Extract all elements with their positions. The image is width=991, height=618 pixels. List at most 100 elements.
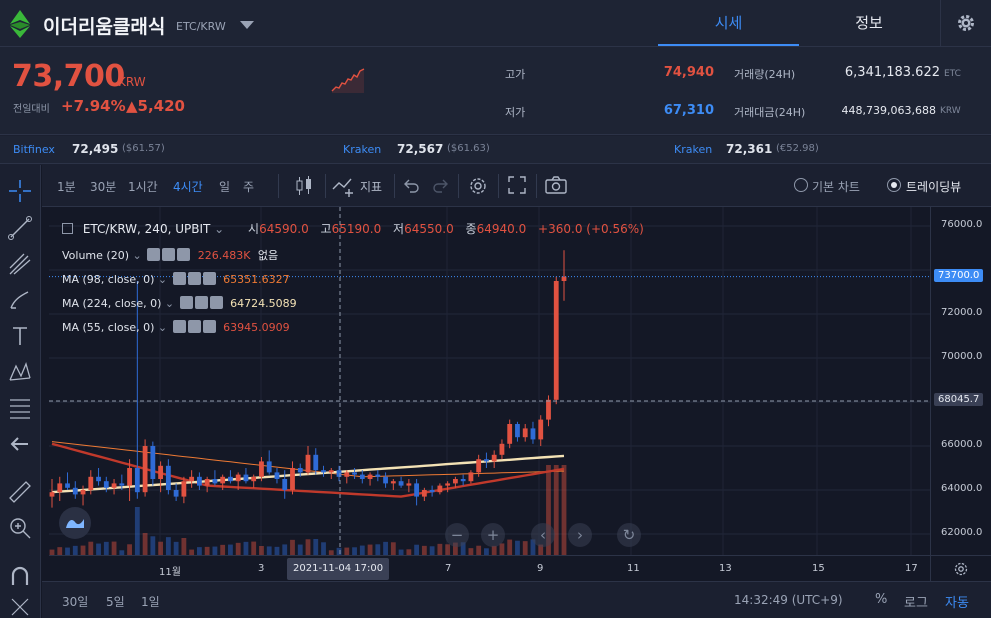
- candle-body: [204, 479, 210, 486]
- amount-label: 거래대금(24H): [734, 106, 806, 119]
- scroll-right-icon[interactable]: ›: [568, 523, 592, 547]
- tradingview-logo-icon[interactable]: [59, 507, 91, 539]
- open-label: 시: [248, 222, 260, 236]
- legend-volume-row[interactable]: Volume (20) ⌄ 226.483K 없음: [62, 248, 279, 262]
- candle-body: [282, 479, 288, 490]
- volume-bar: [546, 465, 551, 555]
- indicators-button[interactable]: 지표: [360, 180, 383, 194]
- volume-bar: [111, 541, 117, 555]
- undo-icon[interactable]: [403, 175, 419, 195]
- close-icon[interactable]: [202, 272, 216, 285]
- low-label: 저가: [505, 106, 526, 119]
- candle-body: [305, 454, 311, 473]
- crosshair-icon[interactable]: [6, 177, 34, 205]
- candle-body: [546, 399, 551, 420]
- close-icon[interactable]: [177, 248, 191, 261]
- eye-icon[interactable]: [172, 320, 186, 333]
- candlestick-plot[interactable]: − + ‹ › ↻: [49, 207, 930, 555]
- candle-body: [445, 483, 451, 486]
- ruler-icon[interactable]: [6, 478, 34, 506]
- candle-style-icon[interactable]: [294, 175, 314, 197]
- candle-body: [414, 483, 420, 497]
- timeframe-day[interactable]: 일: [219, 180, 231, 194]
- axis-settings-button[interactable]: [930, 555, 991, 581]
- redo-icon[interactable]: [433, 175, 449, 195]
- zoom-in-icon[interactable]: +: [481, 523, 505, 547]
- arrow-left-icon[interactable]: [6, 430, 34, 458]
- collapse-legend-icon[interactable]: [62, 223, 73, 234]
- range-1d[interactable]: 1일: [141, 595, 160, 609]
- candle-body: [367, 474, 373, 479]
- percent-toggle[interactable]: %: [875, 592, 888, 607]
- lock-drawings-icon[interactable]: [6, 593, 34, 618]
- tab-info[interactable]: 정보: [855, 14, 883, 32]
- legend-ma224-row[interactable]: MA (224, close, 0) ⌄ 64724.5089: [62, 296, 297, 310]
- volume-bar: [414, 544, 420, 555]
- brush-icon[interactable]: [6, 286, 34, 314]
- high-value: 65190.0: [331, 222, 382, 236]
- trend-line-icon[interactable]: [6, 214, 34, 242]
- candle-body: [103, 481, 109, 488]
- zoom-out-icon[interactable]: −: [445, 523, 469, 547]
- tradingview-label[interactable]: 트레이딩뷰: [906, 180, 962, 194]
- range-5d[interactable]: 5일: [106, 595, 125, 609]
- time-tick: 11월: [159, 567, 181, 578]
- price-axis[interactable]: 76000.072000.070000.068000.066000.064000…: [930, 207, 991, 555]
- log-toggle[interactable]: 로그: [904, 596, 928, 611]
- crosshair-price-tag: 68045.7: [934, 392, 984, 406]
- close-icon[interactable]: [209, 296, 223, 309]
- candle-body: [158, 465, 164, 479]
- indicator-icon[interactable]: [331, 175, 357, 197]
- reset-icon[interactable]: ↻: [617, 523, 641, 547]
- candle-body: [150, 446, 156, 479]
- high-value: 74,940: [663, 65, 714, 80]
- fullscreen-icon[interactable]: [507, 175, 527, 195]
- magnet-icon[interactable]: [6, 563, 34, 591]
- chevron-down-icon[interactable]: [240, 21, 254, 29]
- volume-bar: [499, 543, 505, 555]
- tradingview-radio[interactable]: [887, 178, 901, 192]
- candle-body: [72, 487, 78, 495]
- range-30d[interactable]: 30일: [62, 595, 89, 609]
- close-icon[interactable]: [202, 320, 216, 333]
- eye-icon[interactable]: [172, 272, 186, 285]
- tab-market[interactable]: 시세: [658, 0, 799, 46]
- basic-chart-radio[interactable]: [794, 178, 808, 192]
- volume-bar: [305, 539, 311, 555]
- gear-icon[interactable]: [162, 248, 176, 261]
- timeframe-4h[interactable]: 4시간: [173, 180, 203, 194]
- camera-icon[interactable]: [544, 175, 568, 195]
- timeframe-week[interactable]: 주: [243, 180, 255, 194]
- basic-chart-label[interactable]: 기본 차트: [812, 180, 860, 194]
- ticker-exchange: Kraken: [674, 143, 713, 156]
- candle-body: [375, 474, 381, 477]
- fib-icon[interactable]: [6, 394, 34, 422]
- chart-settings-gear-icon[interactable]: [467, 175, 489, 197]
- svg-text:↻: ↻: [623, 526, 636, 544]
- pitchfork-icon[interactable]: [6, 250, 34, 278]
- zoom-in-icon[interactable]: [6, 514, 34, 542]
- chevron-down-icon[interactable]: ⌄: [214, 222, 225, 236]
- legend-ma98-row[interactable]: MA (98, close, 0) ⌄ 65351.6327: [62, 272, 290, 286]
- gear-icon[interactable]: [187, 320, 201, 333]
- volume-bar: [57, 547, 63, 555]
- timeframe-1h[interactable]: 1시간: [128, 180, 158, 194]
- timeframe-1m[interactable]: 1분: [57, 180, 76, 194]
- settings-button[interactable]: [940, 0, 991, 46]
- ma55-label: MA (55, close, 0): [62, 321, 155, 334]
- time-axis[interactable]: 11월 3 7 9 11 13 15 17 2021-11-04 17:00: [49, 555, 930, 581]
- eye-icon[interactable]: [147, 248, 161, 261]
- gear-icon[interactable]: [194, 296, 208, 309]
- gear-icon: [958, 15, 974, 31]
- eye-icon[interactable]: [179, 296, 193, 309]
- gear-icon[interactable]: [187, 272, 201, 285]
- scroll-left-icon[interactable]: ‹: [531, 523, 555, 547]
- timeframe-30m[interactable]: 30분: [90, 180, 117, 194]
- auto-toggle[interactable]: 자동: [945, 596, 969, 611]
- legend-ma55-row[interactable]: MA (55, close, 0) ⌄ 63945.0909: [62, 320, 290, 334]
- price-sparkline: [331, 68, 365, 93]
- pattern-icon[interactable]: [6, 358, 34, 386]
- text-icon[interactable]: [6, 322, 34, 350]
- coin-name[interactable]: 이더리움클래식: [43, 16, 166, 38]
- candle-body: [243, 474, 249, 482]
